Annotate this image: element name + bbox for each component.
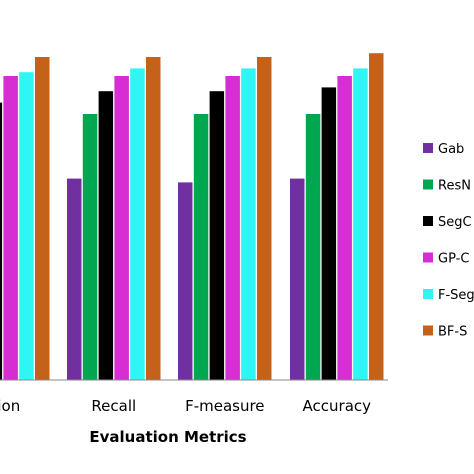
bar-5-1 (19, 72, 34, 380)
x-tick-label-3: F-measure (185, 397, 264, 415)
bars-layer (0, 53, 384, 381)
bar-2-3 (193, 114, 209, 380)
bar-4-2 (114, 76, 129, 380)
bar-1-3 (178, 182, 193, 380)
x-tick-label-1: ision (0, 397, 20, 415)
legend-label-6: BF-S (438, 325, 467, 340)
bar-3-3 (209, 91, 225, 380)
legend-label-2: ResN (438, 179, 471, 194)
bar-2-4 (305, 114, 321, 380)
bar-5-4 (353, 68, 368, 381)
legend: Gab ResN SegC GP-C F-Seg BF-S (423, 142, 474, 340)
legend-label-4: GP-C (438, 252, 469, 267)
legend-swatch-4 (423, 252, 433, 263)
bar-3-1 (0, 102, 3, 380)
x-axis-title: Evaluation Metrics (89, 428, 246, 446)
bar-5-2 (130, 68, 145, 381)
legend-label-5: F-Seg (438, 288, 474, 303)
bar-6-3 (257, 57, 272, 380)
bar-4-3 (225, 76, 240, 380)
bar-3-2 (98, 91, 114, 380)
bar-3-4 (321, 87, 337, 381)
legend-label-1: Gab (438, 142, 464, 157)
legend-swatch-5 (423, 289, 433, 299)
bar-5-3 (241, 68, 256, 381)
legend-label-3: SegC (438, 215, 472, 230)
bar-6-2 (146, 57, 161, 380)
bar-4-1 (3, 76, 18, 380)
bar-2-2 (82, 114, 98, 380)
legend-swatch-6 (423, 325, 433, 336)
legend-swatch-1 (423, 143, 433, 153)
x-tick-labels: ision Recall F-measure Accuracy (0, 397, 371, 415)
bar-4-4 (337, 76, 352, 380)
legend-swatch-2 (423, 179, 433, 190)
bar-1-2 (67, 178, 82, 380)
x-tick-label-4: Accuracy (303, 397, 372, 415)
bar-6-1 (35, 57, 50, 380)
x-tick-label-2: Recall (91, 397, 136, 415)
bar-1-4 (290, 178, 305, 380)
legend-swatch-3 (423, 216, 433, 226)
bar-6-4 (369, 53, 384, 380)
